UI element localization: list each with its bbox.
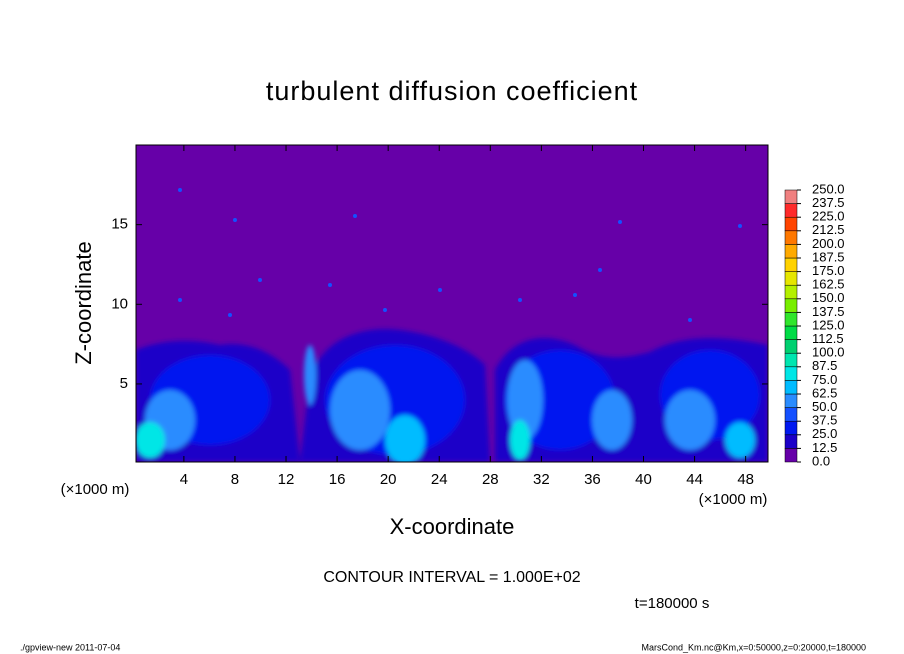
colorbar-label: 87.5 <box>812 358 837 373</box>
chart-title: turbulent diffusion coefficient <box>266 76 638 106</box>
field <box>136 145 768 462</box>
x-tick-label: 40 <box>635 471 652 488</box>
colorbar-box <box>784 407 798 422</box>
colorbar-label: 137.5 <box>812 304 845 319</box>
colorbar-label: 225.0 <box>812 209 845 224</box>
colorbar-box <box>784 420 798 436</box>
colorbar-box <box>784 284 798 300</box>
x-tick-label: 20 <box>380 471 397 488</box>
x-tick-label: 16 <box>329 471 346 488</box>
colorbar-box <box>784 448 798 463</box>
colorbar-box <box>784 352 798 368</box>
x-tick-label: 4 <box>180 471 188 488</box>
y-tick-label: 15 <box>111 216 128 233</box>
x-unit: (×1000 m) <box>61 481 130 498</box>
colorbar-box <box>784 312 798 327</box>
footer-right: MarsCond_Km.nc@Km,x=0:50000,z=0:20000,t=… <box>641 642 866 652</box>
colorbar-label: 62.5 <box>812 385 837 400</box>
colorbar-label: 125.0 <box>812 317 845 332</box>
x-tick-label: 36 <box>584 471 601 488</box>
colorbar-box <box>784 298 798 313</box>
colorbar-box <box>784 216 798 232</box>
colorbar-label: 37.5 <box>812 413 837 428</box>
colorbar-label: 187.5 <box>812 249 845 264</box>
colorbar-label: 0.0 <box>812 453 830 468</box>
colorbar-box <box>784 434 798 449</box>
y-tick-label: 10 <box>111 295 128 312</box>
footer-left: ./gpview-new 2011-07-04 <box>20 642 120 652</box>
plot-frame <box>135 144 769 463</box>
y-tick-label: 5 <box>120 375 128 392</box>
colorbar-label: 12.5 <box>812 440 837 455</box>
colorbar-box <box>784 380 798 395</box>
y-axis-label: Z-coordinate <box>71 241 96 365</box>
colorbar-box <box>784 203 798 218</box>
colorbar-label: 200.0 <box>812 236 845 251</box>
colorbar-label: 50.0 <box>812 399 837 414</box>
colorbar-label: 25.0 <box>812 426 837 441</box>
colorbar-label: 75.0 <box>812 372 837 387</box>
colorbar-label: 112.5 <box>812 331 844 346</box>
colorbar-label: 250.0 <box>812 181 845 196</box>
x-tick-label: 48 <box>737 471 754 488</box>
x-axis-label: X-coordinate <box>390 514 515 539</box>
colorbar-label: 212.5 <box>812 222 845 237</box>
colorbar-box <box>784 393 798 408</box>
x-unit-right: (×1000 m) <box>699 491 768 508</box>
colorbar-box <box>784 366 798 381</box>
contour-interval: CONTOUR INTERVAL = 1.000E+02 <box>323 569 580 586</box>
colorbar-label: 100.0 <box>812 345 845 360</box>
x-tick-label: 12 <box>278 471 295 488</box>
colorbar-label: 150.0 <box>812 290 845 305</box>
colorbar-box <box>784 189 798 204</box>
x-tick-label: 32 <box>533 471 550 488</box>
colorbar-box <box>784 271 798 286</box>
x-tick-label: 28 <box>482 471 499 488</box>
x-tick-label: 24 <box>431 471 448 488</box>
colorbar-label: 162.5 <box>812 277 845 292</box>
x-tick-label: 8 <box>231 471 239 488</box>
colorbar-box <box>784 325 798 340</box>
colorbar-box <box>784 339 798 354</box>
colorbar-box <box>784 230 798 245</box>
x-tick-label: 44 <box>686 471 703 488</box>
colorbar-label: 175.0 <box>812 263 845 278</box>
time-label: t=180000 s <box>635 595 710 612</box>
colorbar-box <box>784 257 798 272</box>
colorbar-label: 237.5 <box>812 195 845 210</box>
colorbar-box <box>784 244 798 259</box>
